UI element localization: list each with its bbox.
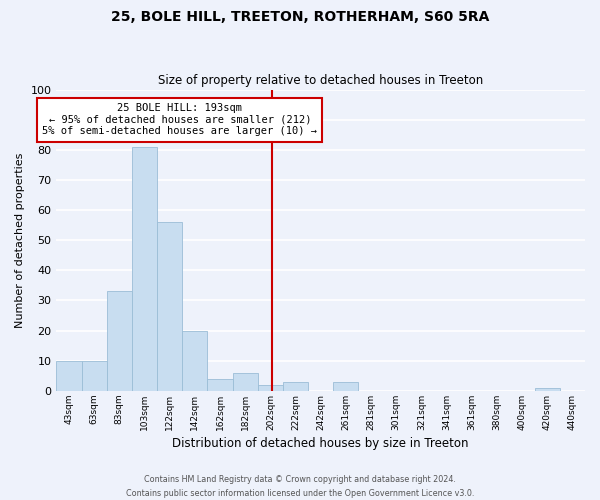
Y-axis label: Number of detached properties: Number of detached properties — [15, 152, 25, 328]
X-axis label: Distribution of detached houses by size in Treeton: Distribution of detached houses by size … — [172, 437, 469, 450]
Bar — [157, 222, 182, 391]
Bar — [182, 330, 208, 391]
Bar — [283, 382, 308, 391]
Bar — [56, 361, 82, 391]
Bar — [233, 373, 258, 391]
Text: 25 BOLE HILL: 193sqm
← 95% of detached houses are smaller (212)
5% of semi-detac: 25 BOLE HILL: 193sqm ← 95% of detached h… — [42, 103, 317, 136]
Bar — [208, 379, 233, 391]
Bar — [82, 361, 107, 391]
Title: Size of property relative to detached houses in Treeton: Size of property relative to detached ho… — [158, 74, 484, 87]
Text: Contains HM Land Registry data © Crown copyright and database right 2024.
Contai: Contains HM Land Registry data © Crown c… — [126, 476, 474, 498]
Bar — [333, 382, 358, 391]
Bar — [535, 388, 560, 391]
Bar — [107, 292, 132, 391]
Text: 25, BOLE HILL, TREETON, ROTHERHAM, S60 5RA: 25, BOLE HILL, TREETON, ROTHERHAM, S60 5… — [111, 10, 489, 24]
Bar — [258, 385, 283, 391]
Bar — [132, 147, 157, 391]
